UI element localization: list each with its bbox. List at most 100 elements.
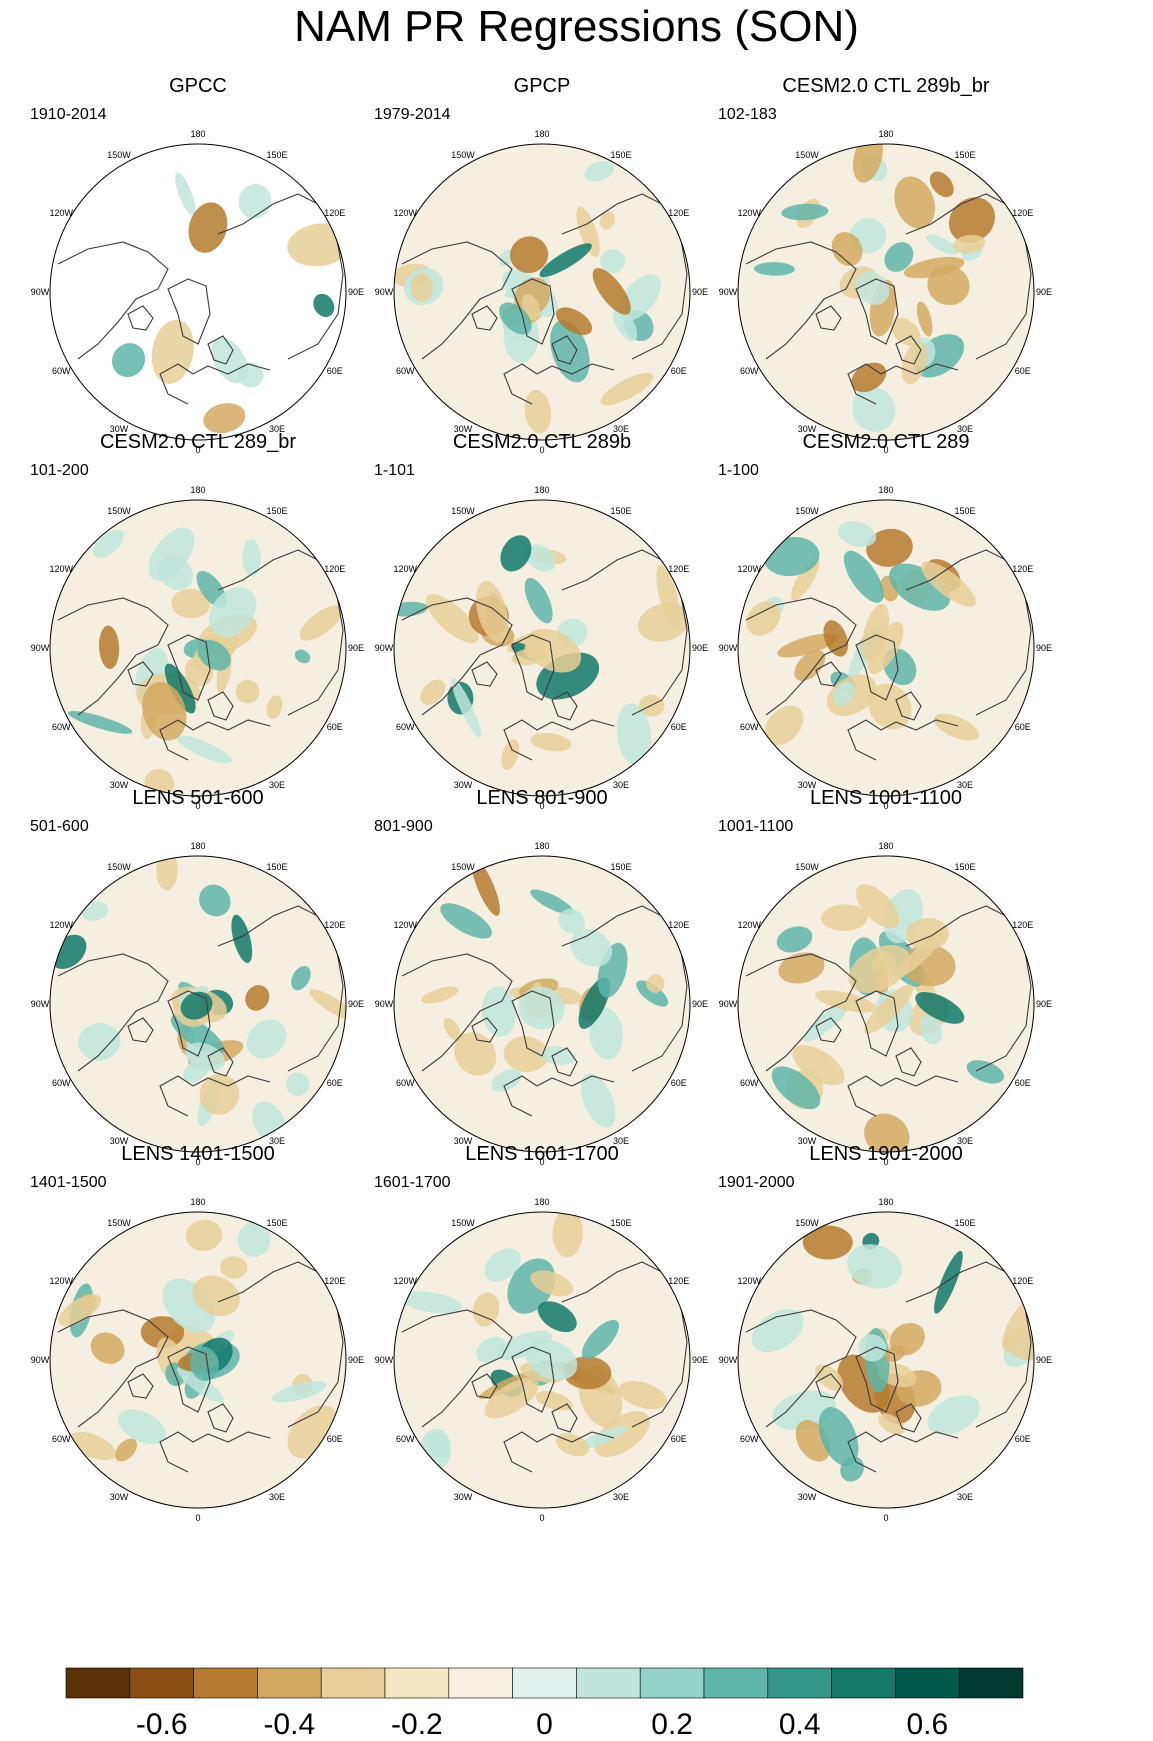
colorbar-segment (65, 1667, 131, 1699)
panel-period: 1001-1100 (718, 818, 794, 835)
coastline (401, 1309, 513, 1428)
longitude-label: 120W (49, 1276, 73, 1286)
anomaly-region (242, 539, 261, 577)
longitude-label: 150W (795, 150, 819, 160)
anomaly-region (646, 974, 665, 993)
anomaly-region (112, 343, 146, 378)
longitude-label: 0 (539, 1513, 544, 1522)
anomaly-region (78, 1023, 121, 1061)
map-border (393, 1211, 691, 1509)
anomaly-region (636, 980, 669, 1007)
coastline (551, 1403, 578, 1433)
anomaly-region (592, 268, 631, 315)
longitude-label: 180 (878, 841, 893, 851)
longitude-label: 0 (883, 801, 888, 810)
coastline (207, 1047, 234, 1077)
anomaly-region (199, 884, 231, 917)
panel-period: 1901-2000 (718, 1174, 795, 1191)
longitude-label: 120E (668, 564, 689, 574)
anomaly-region (500, 535, 532, 572)
longitude-label: 150E (954, 506, 975, 516)
longitude-label: 150W (107, 150, 131, 160)
map-panel: CESM2.0 CTL 289b_br 180 150E 120E 90E 60E 30E 0… (706, 74, 1066, 454)
longitude-label: 30E (613, 1492, 629, 1502)
anomaly-region (776, 926, 813, 953)
longitude-label: 60E (1015, 366, 1031, 376)
anomaly-region (220, 1256, 248, 1279)
longitude-label: 60E (327, 722, 343, 732)
anomaly-region (245, 985, 270, 1011)
anomaly-region (68, 710, 133, 734)
longitude-label: 90E (692, 643, 708, 653)
colorbar-segment (448, 1667, 513, 1699)
longitude-label: 30W (454, 1492, 473, 1502)
map-panel: CESM2.0 CTL 289 180 150E 120E 90E 60E 30E 0 30W 6… (706, 430, 1066, 810)
anomaly-region (235, 679, 260, 704)
anomaly-region (791, 557, 820, 601)
map-border (393, 143, 691, 441)
colorbar-segment (576, 1667, 641, 1699)
map-panel: LENS 1001-1100 180 150E 120E 90E 60E 30E 0 30W 60… (706, 786, 1066, 1166)
coastline (847, 1075, 959, 1117)
anomaly-region (915, 992, 965, 1024)
longitude-label: 90W (31, 999, 50, 1009)
anomaly-region (400, 1291, 462, 1314)
coastline (847, 1431, 959, 1473)
map-border (49, 855, 347, 1153)
anomaly-region (208, 587, 257, 637)
longitude-label: 120E (1012, 564, 1033, 574)
panel-period: 1601-1700 (374, 1174, 451, 1191)
anomaly-region (90, 1332, 125, 1364)
panel-title: LENS 1001-1100 (810, 787, 962, 809)
anomaly-region (552, 1212, 583, 1258)
longitude-label: 30W (110, 424, 129, 434)
anomaly-region (831, 231, 863, 267)
longitude-label: 150W (451, 506, 475, 516)
longitude-label: 60E (327, 366, 343, 376)
anomaly-region (81, 901, 109, 921)
coastline (159, 1075, 271, 1117)
anomaly-region (176, 735, 232, 764)
anomaly-region (203, 403, 246, 434)
coastline (511, 990, 555, 1057)
colorbar-segment (639, 1667, 705, 1699)
map-panel: CESM2.0 CTL 289b 180 150E 120E 90E 60E 30E 0 30W… (362, 430, 722, 810)
anomaly-region (524, 577, 553, 624)
longitude-label: 120E (1012, 920, 1033, 930)
anomaly-region (491, 1069, 522, 1092)
coastline (207, 691, 234, 721)
coastline (57, 953, 169, 1072)
anomaly-region (171, 588, 211, 619)
coastline (57, 597, 169, 716)
anomaly-region (884, 242, 914, 272)
longitude-label: 60W (52, 1434, 71, 1444)
anomaly-region (188, 202, 228, 253)
longitude-label: 180 (534, 841, 549, 851)
longitude-label: 90E (348, 643, 364, 653)
anomaly-region (313, 293, 335, 317)
longitude-label: 30E (613, 780, 629, 790)
longitude-label: 150W (451, 862, 475, 872)
coastline (855, 1346, 899, 1413)
coastline (471, 1373, 498, 1399)
coastline (815, 1017, 842, 1043)
coastline (551, 335, 578, 365)
anomaly-region (600, 249, 625, 274)
panel-title: GPCP (513, 75, 571, 97)
coastline (745, 953, 857, 1072)
map-border (737, 1211, 1035, 1509)
longitude-label: 180 (190, 129, 205, 139)
coastline (551, 691, 578, 721)
anomaly-region (903, 256, 965, 279)
anomaly-region (837, 521, 877, 547)
longitude-label: 120E (668, 1276, 689, 1286)
panel-title: LENS 501-600 (132, 787, 264, 809)
longitude-label: 30W (454, 424, 473, 434)
longitude-label: 30E (957, 424, 973, 434)
anomaly-region (471, 858, 500, 916)
anomaly-region (638, 603, 690, 642)
longitude-label: 180 (534, 129, 549, 139)
panel-title: CESM2.0 CTL 289b_br (782, 75, 990, 97)
anomaly-region (847, 1244, 902, 1289)
coastline (895, 691, 922, 721)
